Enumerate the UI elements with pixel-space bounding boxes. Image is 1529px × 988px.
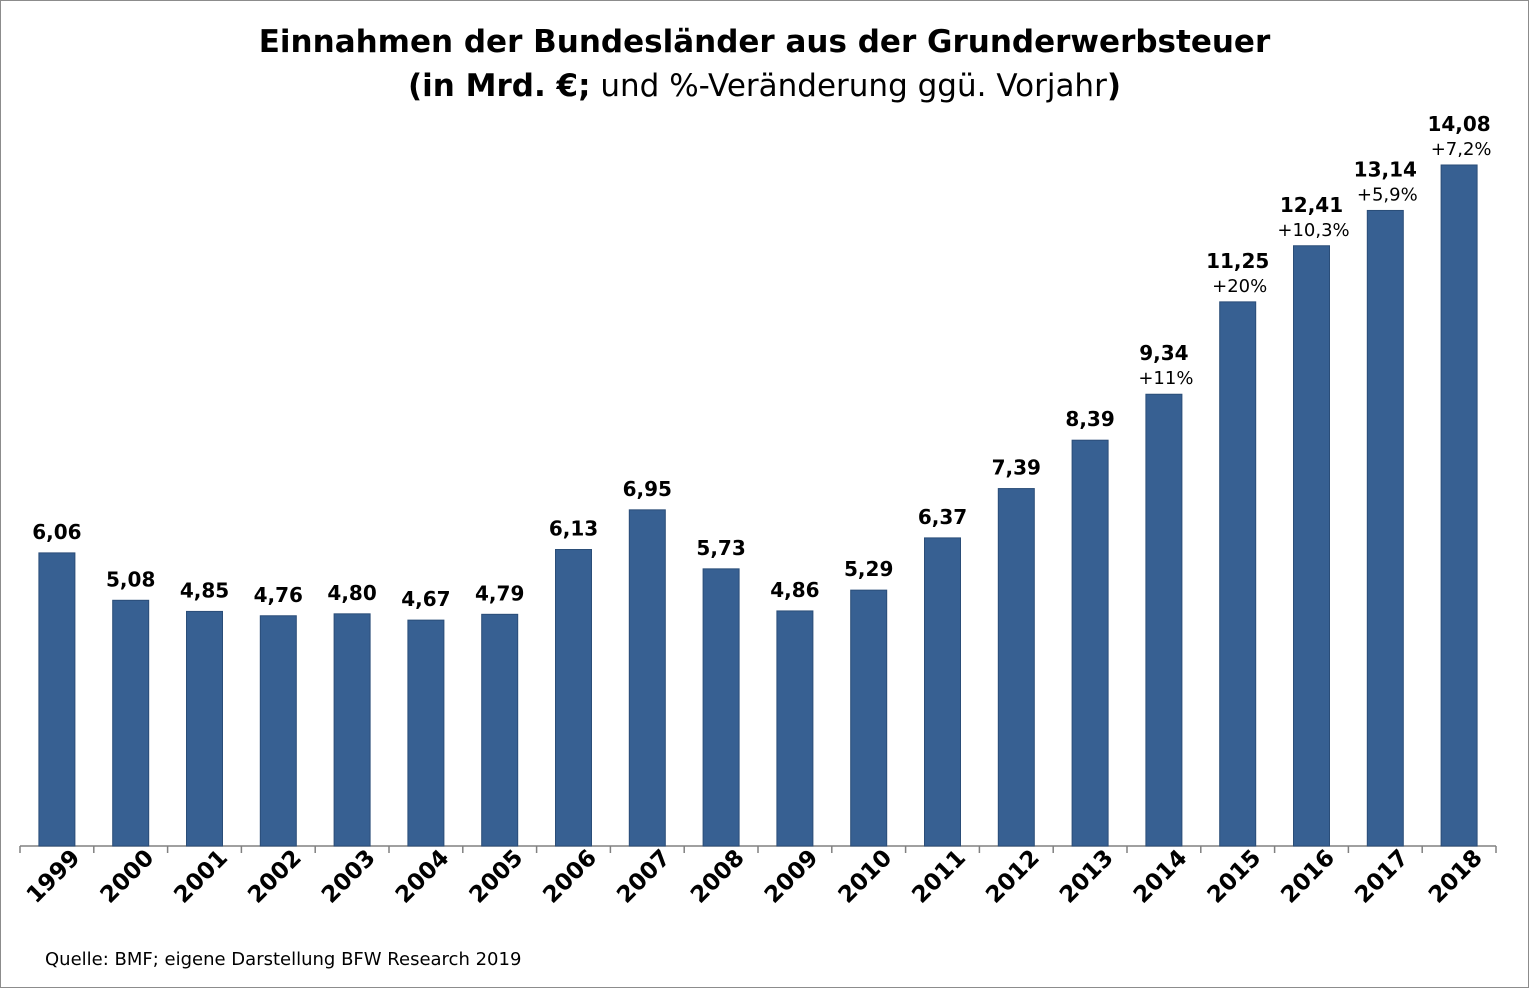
bar-2014 <box>1145 393 1183 847</box>
value-label-2009: 4,86 <box>770 578 819 602</box>
bar-2016 <box>1293 245 1330 847</box>
category-label-2007: 2007 <box>612 845 676 909</box>
value-label-2005: 4,79 <box>475 581 524 605</box>
bar-2010 <box>850 589 888 847</box>
bar-2001 <box>186 610 223 847</box>
subtitle-description: und %-Veränderung ggü. Vorjahr <box>590 68 1107 104</box>
value-label-2000: 5,08 <box>106 567 155 591</box>
category-label-2004: 2004 <box>391 845 455 909</box>
category-label-2016: 2016 <box>1276 845 1340 909</box>
pct-label-2017: +5,9% <box>1357 184 1418 205</box>
value-label-2014: 9,34 <box>1139 341 1188 365</box>
category-label-2018: 2018 <box>1424 845 1488 909</box>
value-label-2007: 6,95 <box>623 477 672 501</box>
category-label-2015: 2015 <box>1203 845 1267 909</box>
bar-2017 <box>1366 209 1404 847</box>
value-label-2006: 6,13 <box>549 517 598 541</box>
bar-2018 <box>1440 164 1478 847</box>
bar-2006 <box>555 549 592 847</box>
bar-2007 <box>628 509 666 847</box>
pct-label-2014: +11% <box>1138 368 1193 389</box>
category-label-2001: 2001 <box>169 845 233 909</box>
value-label-2001: 4,85 <box>180 578 229 602</box>
category-label-2008: 2008 <box>686 845 750 909</box>
category-label-2010: 2010 <box>834 845 898 909</box>
value-label-2002: 4,76 <box>254 583 303 607</box>
bar-2000 <box>112 599 150 847</box>
category-label-2006: 2006 <box>538 845 602 909</box>
value-label-2018: 14,08 <box>1427 112 1490 136</box>
category-label-1999: 1999 <box>22 845 86 909</box>
value-label-2012: 7,39 <box>992 456 1041 480</box>
value-label-2017: 13,14 <box>1354 157 1417 181</box>
value-label-2010: 5,29 <box>844 557 893 581</box>
category-label-2000: 2000 <box>96 845 160 909</box>
pct-label-2018: +7,2% <box>1431 139 1492 160</box>
subtitle-close: ) <box>1106 68 1122 104</box>
value-label-2008: 5,73 <box>696 536 745 560</box>
value-label-2015: 11,25 <box>1206 249 1269 273</box>
chart-subtitle: (in Mrd. €; und %-Veränderung ggü. Vorja… <box>0 66 1529 106</box>
bar-2002 <box>259 615 297 847</box>
category-label-2005: 2005 <box>465 845 529 909</box>
bar-2015 <box>1219 301 1257 847</box>
category-label-2012: 2012 <box>981 845 1045 909</box>
value-label-2011: 6,37 <box>918 505 967 529</box>
category-label-2009: 2009 <box>760 845 824 909</box>
bar-2009 <box>776 610 814 847</box>
bar-2012 <box>997 488 1035 847</box>
value-label-2004: 4,67 <box>401 587 450 611</box>
bar-2004 <box>407 619 445 847</box>
category-label-2014: 2014 <box>1129 845 1193 909</box>
value-label-2003: 4,80 <box>327 581 376 605</box>
source-note: Quelle: BMF; eigene Darstellung BFW Rese… <box>45 949 522 970</box>
bar-2003 <box>333 613 371 847</box>
category-label-2002: 2002 <box>243 845 307 909</box>
pct-label-2016: +10,3% <box>1277 220 1349 241</box>
value-label-2016: 12,41 <box>1280 193 1343 217</box>
bar-2005 <box>481 613 519 847</box>
value-label-2013: 8,39 <box>1065 407 1114 431</box>
bar-2013 <box>1071 439 1109 847</box>
subtitle-unit: (in Mrd. €; <box>407 68 591 104</box>
category-label-2013: 2013 <box>1055 845 1119 909</box>
bar-2011 <box>924 537 961 847</box>
value-label-1999: 6,06 <box>32 520 81 544</box>
category-label-2017: 2017 <box>1350 845 1414 909</box>
pct-label-2015: +20% <box>1212 276 1267 297</box>
bar-2008 <box>702 568 740 847</box>
bar-1999 <box>38 552 76 847</box>
category-label-2003: 2003 <box>317 845 381 909</box>
category-label-2011: 2011 <box>907 845 971 909</box>
chart-title: Einnahmen der Bundesländer aus der Grund… <box>258 24 1271 60</box>
